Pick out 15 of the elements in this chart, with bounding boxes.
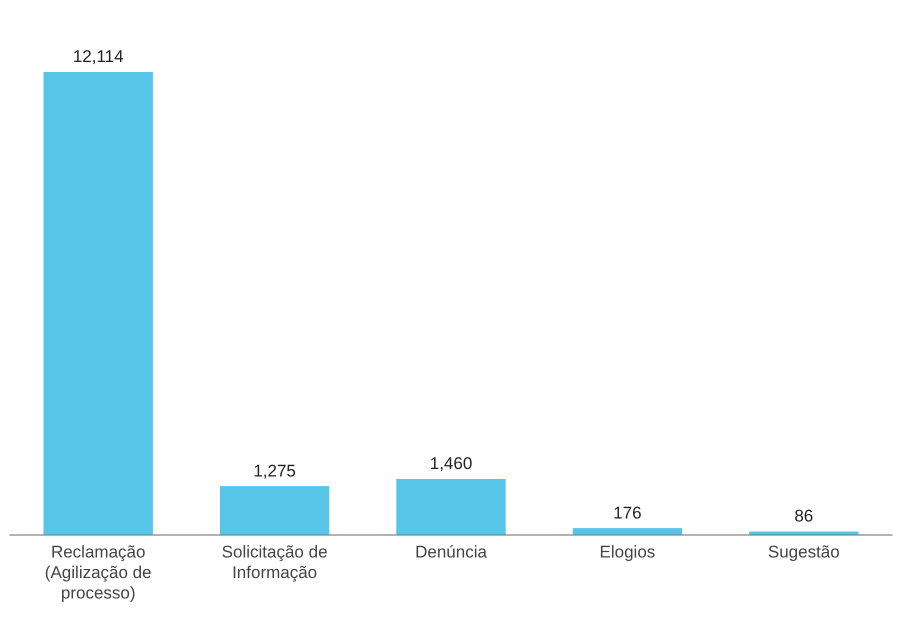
bar [396, 479, 506, 535]
x-tick-label: Sugestão [768, 542, 840, 562]
data-label: 176 [613, 503, 642, 522]
x-tick-label: Denúncia [415, 542, 488, 562]
data-label: 86 [794, 506, 814, 526]
bar [749, 532, 858, 535]
bar [44, 72, 153, 535]
bar [572, 528, 682, 535]
x-tick-label: Reclamação (Agilização de processo) [44, 542, 152, 602]
x-tick-label: Elogios [600, 542, 656, 562]
bar [220, 486, 330, 535]
data-label: 1,460 [430, 454, 472, 474]
data-label: 12,114 [72, 47, 124, 66]
data-label: 1,275 [253, 461, 296, 480]
x-tick-label: Solicitação de Informação [222, 542, 328, 582]
